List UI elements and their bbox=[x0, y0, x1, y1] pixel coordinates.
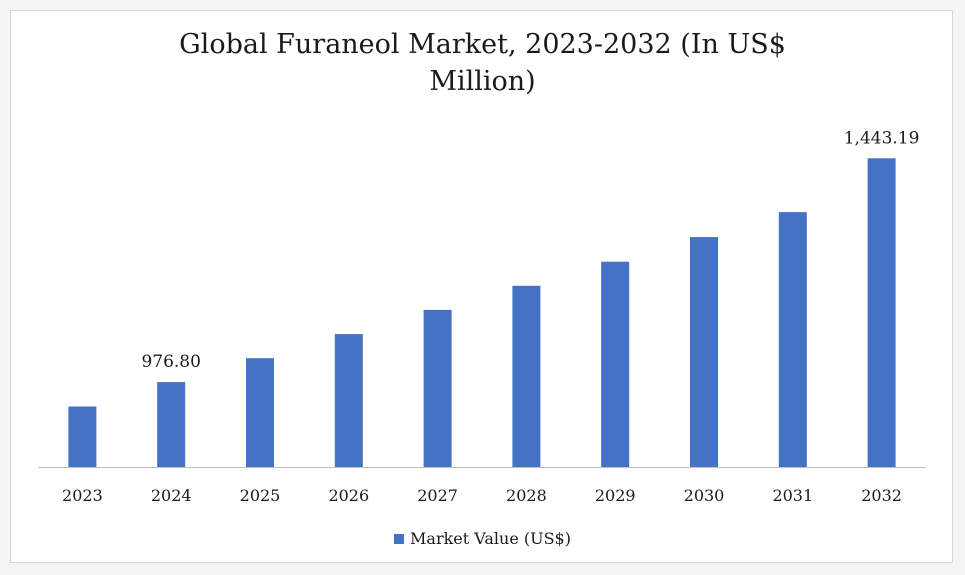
bar-2026 bbox=[334, 334, 363, 467]
x-tick-label-2030: 2030 bbox=[684, 486, 725, 505]
legend-label: Market Value (US$) bbox=[410, 529, 571, 548]
bar-2032 bbox=[867, 158, 896, 468]
bar-2025 bbox=[246, 358, 274, 467]
bar-2031 bbox=[778, 212, 807, 467]
x-tick-label-2032: 2032 bbox=[861, 486, 902, 505]
legend: Market Value (US$) bbox=[0, 528, 965, 550]
x-tick-label-2028: 2028 bbox=[506, 486, 547, 505]
bar-2023 bbox=[68, 406, 97, 467]
x-tick-label-2031: 2031 bbox=[772, 486, 813, 505]
x-tick-label-2025: 2025 bbox=[240, 486, 281, 505]
bar-2024 bbox=[157, 382, 186, 467]
x-tick-label-2023: 2023 bbox=[62, 486, 103, 505]
bar-2028 bbox=[512, 285, 541, 467]
x-tick-label-2026: 2026 bbox=[328, 486, 369, 505]
bar-2030 bbox=[690, 237, 718, 467]
data-label-2032: 1,443.19 bbox=[844, 128, 920, 148]
chart-title-line-1: Global Furaneol Market, 2023-2032 (In US… bbox=[179, 29, 786, 60]
bar-2027 bbox=[423, 309, 452, 467]
chart-title: Global Furaneol Market, 2023-2032 (In US… bbox=[0, 26, 965, 100]
bar-2029 bbox=[601, 261, 630, 467]
legend-swatch bbox=[394, 534, 405, 544]
data-label-2024: 976.80 bbox=[141, 352, 200, 372]
x-tick-label-2029: 2029 bbox=[595, 486, 636, 505]
x-tick-label-2024: 2024 bbox=[151, 486, 192, 505]
x-tick-label-2027: 2027 bbox=[417, 486, 458, 505]
chart-title-line-2: Million) bbox=[429, 66, 536, 97]
